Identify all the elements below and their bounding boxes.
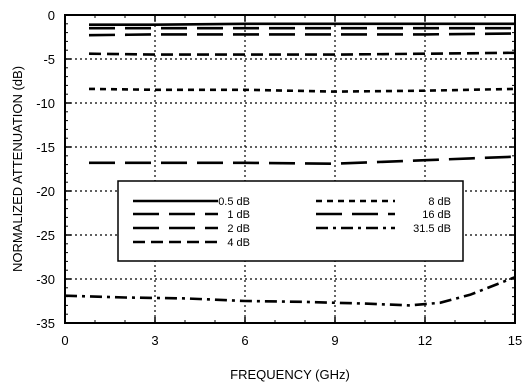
series-line-0 [89, 22, 515, 27]
series-line-5 [89, 155, 516, 166]
y-tick-label: -20 [36, 184, 55, 199]
axis-ticks [64, 14, 516, 324]
y-axis-label: NORMALIZED ATTENUATION (dB) [10, 66, 25, 272]
x-tick-label: 12 [418, 333, 432, 348]
grid-lines [65, 15, 515, 323]
y-tick-label: -25 [36, 228, 55, 243]
x-tick-label: 9 [331, 333, 338, 348]
x-tick-labels: 0 3 6 9 12 15 [61, 333, 522, 348]
series-line-4 [88, 87, 516, 93]
y-tick-label: 0 [48, 8, 55, 23]
y-tick-label: -30 [36, 272, 55, 287]
series-line-3 [88, 51, 516, 56]
plot-frame [64, 14, 516, 324]
x-axis-label: FREQUENCY (GHz) [230, 367, 350, 382]
y-tick-label: -5 [43, 52, 55, 67]
y-tick-label: -15 [36, 140, 55, 155]
legend-label-1: 1 dB [227, 209, 250, 221]
series-line-2 [88, 32, 516, 37]
legend-label-6: 31.5 dB [413, 223, 451, 235]
legend-label-5: 16 dB [422, 209, 451, 221]
y-tick-labels: 0 -5 -10 -15 -20 -25 -30 -35 [36, 8, 55, 331]
x-tick-label: 15 [508, 333, 522, 348]
legend-label-0: 0.5 dB [218, 196, 250, 208]
legend-label-3: 4 dB [227, 237, 250, 249]
x-tick-label: 6 [241, 333, 248, 348]
x-tick-label: 0 [61, 333, 68, 348]
series-layer [64, 22, 516, 307]
legend-label-4: 8 dB [428, 196, 451, 208]
legend-box [117, 180, 464, 262]
series-line-6 [64, 275, 516, 307]
y-tick-label: -10 [36, 96, 55, 111]
legend-label-2: 2 dB [227, 223, 250, 235]
x-tick-label: 3 [151, 333, 158, 348]
y-tick-label: -35 [36, 316, 55, 331]
